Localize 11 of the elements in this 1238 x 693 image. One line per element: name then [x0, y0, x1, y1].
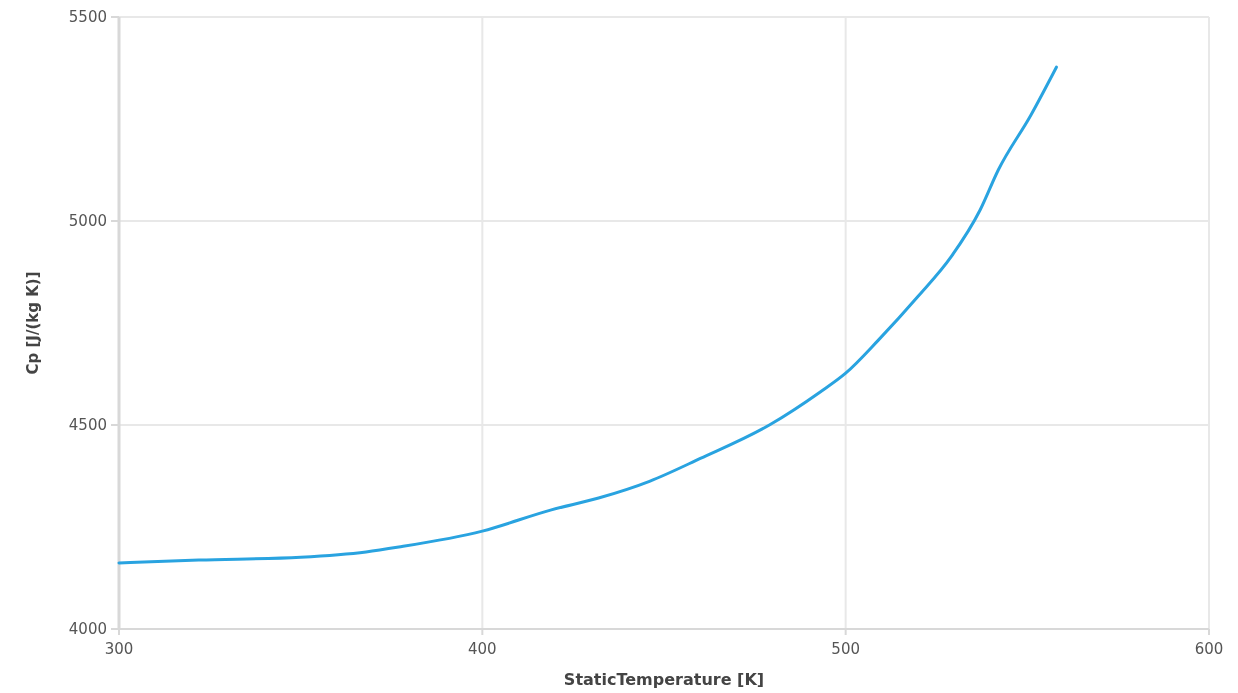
- x-tick-label: 600: [1194, 640, 1224, 658]
- y-tick-label: 5500: [68, 8, 107, 27]
- line-series: [117, 65, 1058, 565]
- y-tick-label: 4000: [68, 620, 107, 639]
- y-tick-label: 5000: [68, 212, 107, 231]
- y-axis-title: Cp [J/(kg K)]: [24, 271, 42, 375]
- y-tick-label: 4500: [68, 416, 107, 435]
- x-tick-label: 500: [831, 640, 860, 658]
- x-tick-label: 400: [468, 640, 497, 658]
- x-tick-label: 300: [104, 640, 134, 658]
- x-axis-title: StaticTemperature [K]: [563, 670, 765, 689]
